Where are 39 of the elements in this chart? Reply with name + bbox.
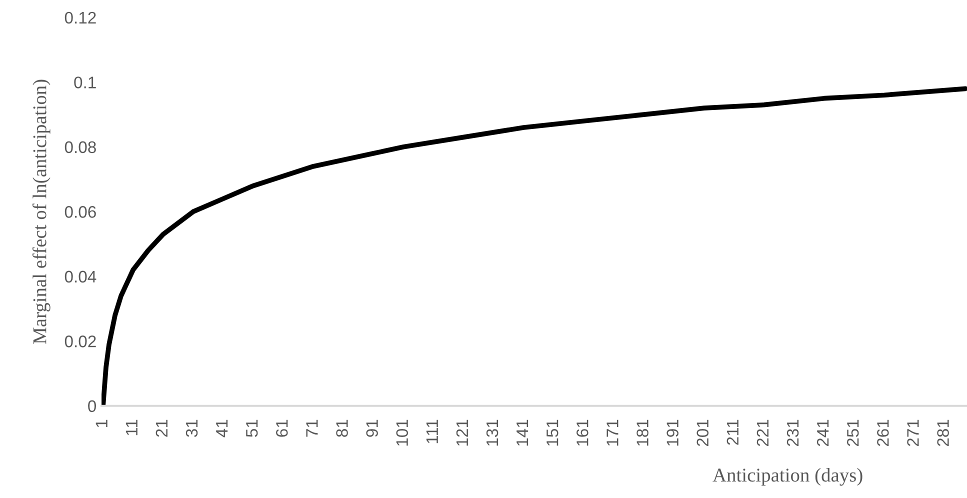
x-tick-label: 11 [126,420,138,436]
y-tick-label: 0.04 [64,270,96,283]
x-tick-label: 41 [216,420,228,438]
y-tick-label: 0.02 [64,336,96,348]
x-tick-label: 71 [306,420,318,437]
x-tick-label: 191 [666,420,678,446]
x-tick-label: 281 [937,420,949,446]
x-tick-label: 201 [696,420,709,446]
line-series [102,86,967,406]
x-tick-label: 221 [756,420,768,446]
x-tick-label: 141 [516,420,528,446]
x-tick-label: 251 [846,420,859,446]
x-tick-label: 131 [486,420,498,446]
x-tick-label: 81 [336,420,348,437]
x-tick-label: 91 [366,420,378,437]
y-tick-label: 0 [88,400,96,412]
x-tick-label: 231 [786,420,799,446]
x-tick-label: 101 [396,420,408,446]
x-tick-label: 181 [636,420,648,446]
x-tick-label: 51 [246,420,258,437]
x-tick-label: 261 [877,420,889,446]
y-tick-label: 0.06 [64,206,96,218]
x-axis-title: Anticipation (days) [712,468,862,486]
x-tick-label: 171 [606,420,618,446]
x-tick-label: 161 [576,420,588,446]
x-tick-label: 21 [156,420,168,437]
x-tick-label: 111 [426,420,438,444]
y-tick-label: 0.08 [64,141,96,154]
x-tick-label: 211 [726,420,738,445]
x-tick-label: 31 [186,420,198,437]
x-tick-label: 271 [907,420,919,446]
x-tick-label: 121 [456,420,468,446]
y-tick-label: 0.1 [74,76,96,88]
x-tick-label: 151 [546,420,558,446]
x-tick-label: 241 [816,420,829,446]
y-axis-title: Marginal effect of ln(anticipation) [32,80,50,344]
x-tick-label: 1 [96,420,108,428]
y-tick-label: 0.12 [64,12,96,24]
x-tick-label: 61 [276,420,288,437]
